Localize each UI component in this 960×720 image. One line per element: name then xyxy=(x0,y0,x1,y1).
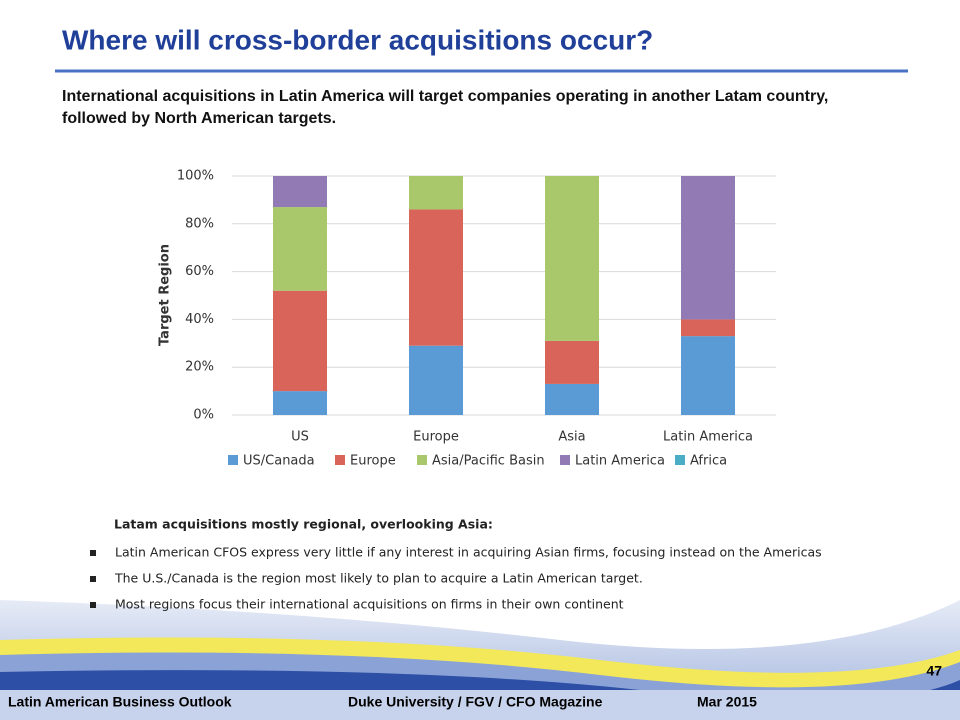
x-tick-label: Europe xyxy=(413,430,459,445)
bar-segment xyxy=(273,207,327,291)
x-tick-label: US xyxy=(291,430,309,445)
footer-date: Mar 2015 xyxy=(697,694,757,710)
legend-label: Asia/Pacific Basin xyxy=(432,454,545,469)
bar-segment xyxy=(545,340,599,384)
footer-center: Duke University / FGV / CFO Magazine xyxy=(348,694,603,710)
bar-segment xyxy=(681,176,735,320)
y-axis-label: Target Region xyxy=(158,244,173,346)
bullet-text: Most regions focus their international a… xyxy=(115,597,624,612)
x-tick-label: Latin America xyxy=(663,430,753,445)
legend-label: Europe xyxy=(350,454,396,469)
legend-swatch xyxy=(228,455,238,465)
title: Where will cross-border acquisitions occ… xyxy=(62,24,653,55)
legend-label: Latin America xyxy=(575,454,665,469)
page-number: 47 xyxy=(926,663,942,679)
y-tick-label: 100% xyxy=(177,169,214,184)
notes-heading: Latam acquisitions mostly regional, over… xyxy=(114,517,493,532)
bullet-text: Latin American CFOS express very little … xyxy=(115,545,822,560)
y-tick-label: 80% xyxy=(185,216,214,231)
subtitle: International acquisitions in Latin Amer… xyxy=(62,88,829,127)
bullet-text: The U.S./Canada is the region most likel… xyxy=(114,571,643,586)
bar-segment xyxy=(409,209,463,346)
bar-segment xyxy=(273,391,327,415)
legend-swatch xyxy=(335,455,345,465)
bar-segment xyxy=(545,383,599,415)
footer-decoration xyxy=(0,600,960,720)
subtitle-box: International acquisitions in Latin Amer… xyxy=(62,88,829,127)
notes: Latin American CFOS express very little … xyxy=(90,545,822,612)
bar-segment xyxy=(545,176,599,341)
bullet-marker xyxy=(90,576,96,582)
bullet-marker xyxy=(90,602,96,608)
chart: 0% 20% 40% 60% 80% 100% US Europe Asia Latin Amer… xyxy=(177,169,776,469)
bullet-marker xyxy=(90,550,96,556)
y-tick-label: 40% xyxy=(185,312,214,327)
bar-segment xyxy=(409,176,463,210)
bar-segment xyxy=(681,319,735,337)
bar-segment xyxy=(681,336,735,415)
legend-swatch xyxy=(675,455,685,465)
bar-segment xyxy=(273,290,327,392)
bar-segment xyxy=(273,176,327,208)
legend-label: US/Canada xyxy=(243,454,315,469)
y-tick-label: 20% xyxy=(185,360,214,375)
legend-label: Africa xyxy=(690,454,727,469)
legend-swatch xyxy=(417,455,427,465)
y-tick-label: 60% xyxy=(185,264,214,279)
bar-segment xyxy=(409,345,463,415)
legend-swatch xyxy=(560,455,570,465)
footer-left: Latin American Business Outlook xyxy=(8,694,232,710)
y-tick-label: 0% xyxy=(193,408,214,423)
x-tick-label: Asia xyxy=(558,430,585,445)
